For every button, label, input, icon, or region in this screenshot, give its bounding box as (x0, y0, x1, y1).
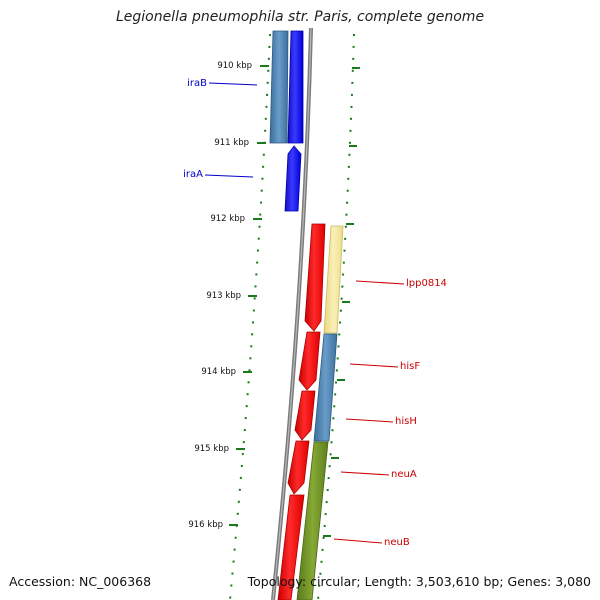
scale-label: 914 kbp (201, 367, 236, 377)
cds-iraB (287, 30, 304, 144)
cds-lpp0814 (304, 223, 326, 332)
scale-label: 911 kbp (214, 138, 249, 148)
scale-label: 910 kbp (217, 61, 252, 71)
gene-label-neuA: neuA (391, 469, 417, 480)
cog-feature-blue (313, 333, 338, 442)
scale-label: 916 kbp (188, 520, 223, 530)
cds-iraA (284, 145, 302, 212)
accession-label: Accession: NC_006368 (9, 574, 152, 589)
scale-labels: 910 kbp 911 kbp 912 kbp 913 kbp 914 kbp … (188, 61, 252, 530)
gene-label-hisH: hisH (395, 416, 417, 427)
gene-label-iraA: iraA (183, 169, 203, 180)
gene-label-lpp0814: lpp0814 (406, 278, 447, 289)
cds-neuB (277, 494, 305, 600)
genome-summary: Topology: circular; Length: 3,503,610 bp… (247, 574, 591, 589)
gene-label-hisF: hisF (400, 361, 420, 372)
scale-label: 913 kbp (206, 291, 241, 301)
gene-label-neuB: neuB (384, 537, 410, 548)
leader-lines (204, 82, 405, 544)
outer-major-ticks (323, 67, 360, 537)
cds-hisF (298, 331, 321, 391)
inner-tick-track (229, 33, 271, 600)
scale-label: 912 kbp (210, 214, 245, 224)
gene-label-iraB: iraB (187, 78, 207, 89)
cds-neuA (287, 440, 310, 495)
gene-labels: iraB iraA lpp0814 hisF hisH neuA neuB (183, 78, 447, 548)
cog-feature-yellow (323, 225, 344, 334)
cds-hisH (294, 390, 316, 441)
map-title: Legionella pneumophila str. Paris, compl… (115, 9, 485, 25)
major-ticks (229, 65, 269, 526)
cog-feature-blue-top (269, 30, 289, 144)
scale-label: 915 kbp (194, 444, 229, 454)
cog-feature-green (296, 441, 329, 600)
